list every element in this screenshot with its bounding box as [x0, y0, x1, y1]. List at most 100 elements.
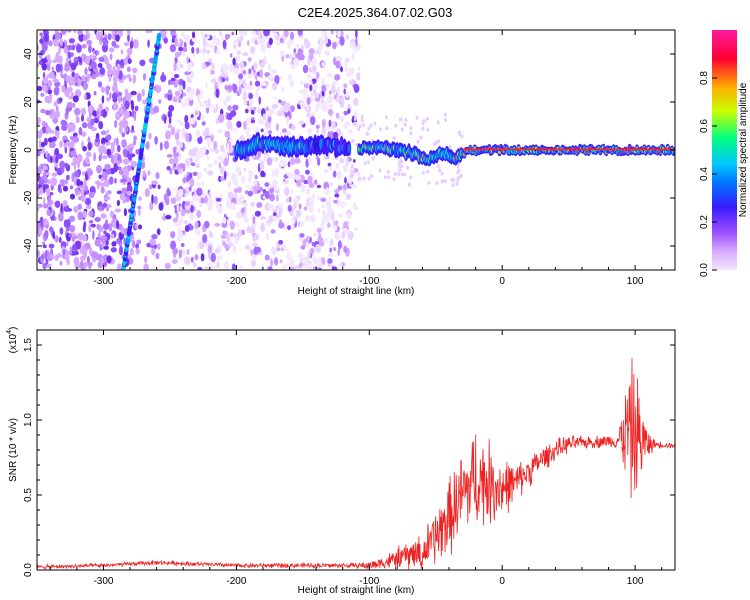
- heatmap-cell: [138, 206, 141, 217]
- heatmap-cell: [315, 50, 320, 55]
- heatmap-cell: [216, 261, 220, 269]
- heatmap-cell: [176, 119, 181, 124]
- heatmap-cell: [142, 73, 147, 81]
- heatmap-cell: [115, 34, 120, 42]
- heatmap-cell: [334, 231, 341, 241]
- heatmap-cell: [76, 178, 81, 187]
- heatmap-cell: [321, 61, 325, 68]
- heatmap-cell: [194, 254, 199, 261]
- heatmap-cell: [343, 245, 348, 253]
- heatmap-cell: [60, 30, 67, 36]
- heatmap-cell: [237, 186, 242, 193]
- heatmap-cell: [54, 163, 58, 168]
- heatmap-cell: [105, 134, 112, 141]
- heatmap-cell: [84, 55, 91, 65]
- heatmap-cell: [167, 89, 172, 96]
- heatmap-cell: [427, 180, 431, 185]
- spectrogram-y-axis-label: Frequency (Hz): [8, 116, 19, 185]
- heatmap-cell: [82, 146, 87, 152]
- heatmap-cell: [226, 120, 233, 130]
- signal-track-cell: [347, 144, 351, 153]
- heatmap-cell: [273, 95, 277, 100]
- heatmap-cell: [452, 178, 456, 182]
- heatmap-cell: [327, 222, 331, 228]
- heatmap-cell: [307, 250, 311, 260]
- heatmap-cell: [101, 137, 106, 145]
- heatmap-cell: [436, 164, 440, 169]
- heatmap-cell: [334, 188, 340, 194]
- heatmap-cell: [41, 58, 48, 63]
- heatmap-cell: [258, 118, 264, 125]
- heatmap-cell: [269, 193, 275, 202]
- heatmap-cell: [206, 49, 211, 54]
- heatmap-cell: [325, 200, 331, 209]
- heatmap-cell: [59, 260, 63, 266]
- heatmap-cell: [204, 266, 209, 270]
- heatmap-cell: [182, 81, 186, 90]
- colorbar-tick-label: 0.8: [699, 71, 710, 85]
- heatmap-cell: [400, 159, 404, 164]
- heatmap-cell: [258, 96, 262, 105]
- heatmap-cell: [61, 85, 66, 93]
- heatmap-cell: [52, 59, 58, 63]
- heatmap-cell: [132, 74, 137, 84]
- heatmap-cell: [244, 100, 248, 105]
- heatmap-cell: [176, 211, 179, 220]
- heatmap-cell: [232, 57, 236, 66]
- snr-y-scale-note: (x104): [6, 327, 19, 354]
- heatmap-cell: [142, 99, 147, 105]
- heatmap-cell: [49, 226, 54, 233]
- heatmap-cell: [117, 160, 121, 166]
- heatmap-cell: [191, 37, 197, 43]
- heatmap-cell: [343, 167, 348, 172]
- heatmap-cell: [37, 204, 40, 212]
- chart-title: C2E4.2025.364.07.02.G03: [298, 5, 453, 20]
- heatmap-cell: [64, 63, 70, 72]
- heatmap-cell: [204, 195, 208, 204]
- heatmap-cell: [108, 223, 113, 232]
- heatmap-cell: [263, 30, 270, 37]
- heatmap-cell: [70, 62, 77, 71]
- heatmap-cell: [345, 34, 349, 40]
- heatmap-cell: [194, 228, 197, 235]
- heatmap-cell: [54, 130, 60, 137]
- heatmap-cell: [233, 126, 237, 133]
- heatmap-cell: [250, 201, 256, 207]
- heatmap-cell: [350, 184, 357, 189]
- heatmap-cell: [318, 232, 322, 242]
- heatmap-cell: [202, 130, 207, 138]
- heatmap-cell: [74, 107, 81, 116]
- heatmap-cell: [129, 40, 134, 49]
- heatmap-cell: [308, 67, 313, 73]
- heatmap-cell: [46, 54, 51, 61]
- heatmap-cell: [168, 79, 171, 86]
- heatmap-cell: [332, 170, 337, 178]
- heatmap-cell: [98, 121, 104, 130]
- heatmap-cell: [333, 247, 337, 251]
- heatmap-cell: [123, 57, 128, 66]
- heatmap-cell: [188, 211, 195, 221]
- heatmap-cell: [339, 36, 345, 46]
- colorbar: 0.0 0.2 0.4 0.6 0.8 Normalized spectral ampl…: [699, 30, 749, 277]
- heatmap-cell: [111, 30, 116, 36]
- snr-series-line: [37, 358, 675, 570]
- heatmap-cell: [291, 64, 295, 70]
- heatmap-cell: [332, 131, 339, 139]
- heatmap-cell: [42, 184, 49, 189]
- heatmap-cell: [170, 197, 177, 205]
- heatmap-cell: [314, 179, 318, 185]
- heatmap-cell: [357, 127, 361, 132]
- heatmap-cell: [59, 97, 63, 103]
- heatmap-cell: [155, 252, 160, 260]
- spectrogram-x-axis-label: Height of straight line (km): [298, 286, 415, 297]
- heatmap-cell: [291, 223, 295, 231]
- heatmap-cell: [214, 222, 221, 227]
- heatmap-cell: [299, 233, 305, 238]
- heatmap-cell: [67, 30, 72, 33]
- heatmap-cell: [285, 197, 289, 203]
- heatmap-cell: [46, 187, 51, 196]
- heatmap-cell: [456, 177, 460, 182]
- heatmap-cell: [219, 193, 224, 200]
- heatmap-cell: [186, 174, 190, 183]
- heatmap-cell: [335, 112, 340, 119]
